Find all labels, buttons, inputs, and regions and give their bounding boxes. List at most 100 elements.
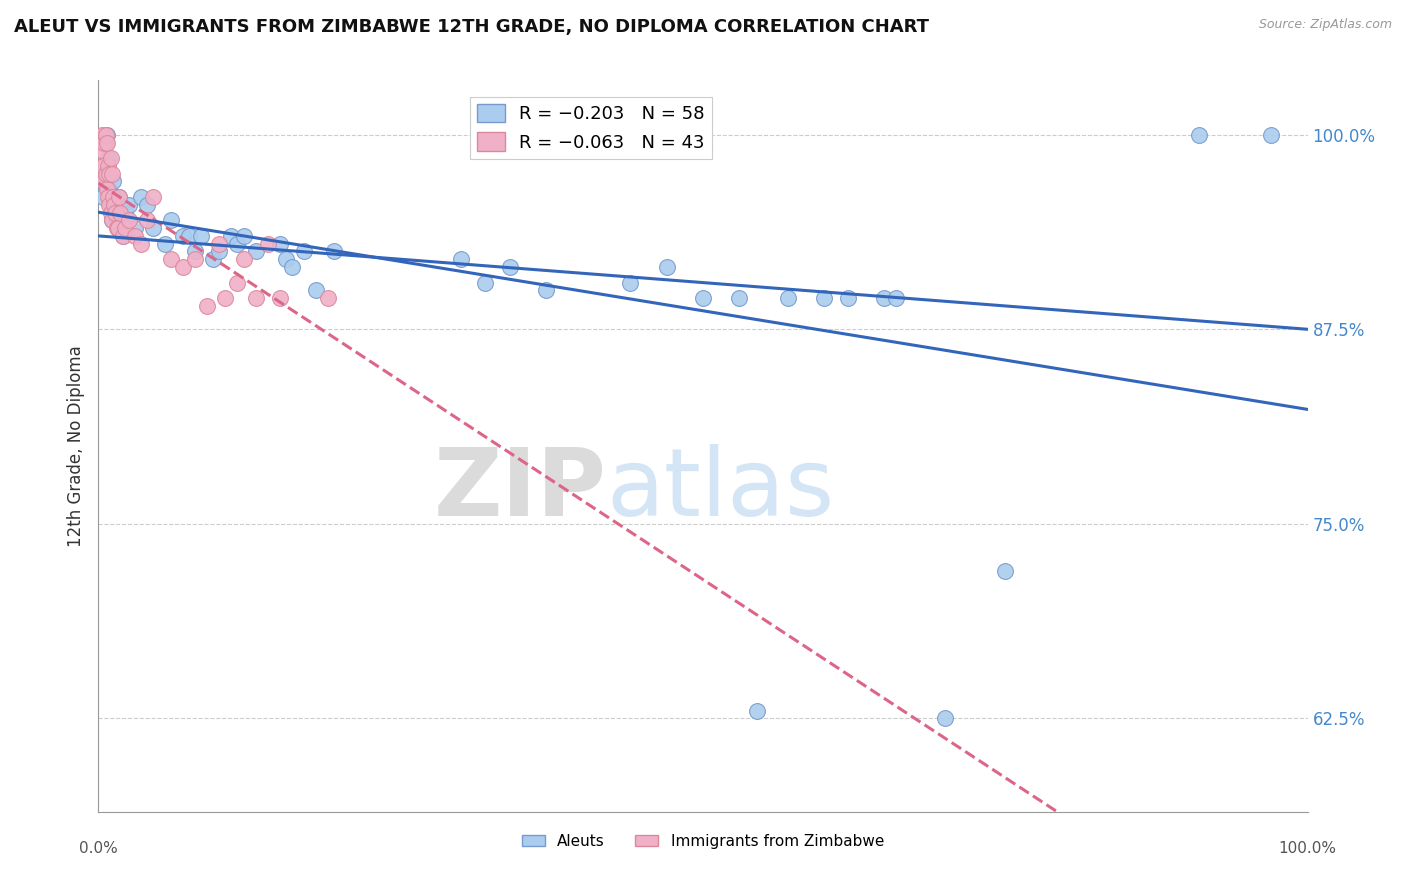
Text: 0.0%: 0.0% bbox=[79, 841, 118, 856]
Point bbox=[93, 136, 115, 150]
Point bbox=[97, 190, 120, 204]
Point bbox=[91, 128, 114, 142]
Point bbox=[114, 221, 136, 235]
Point bbox=[104, 205, 127, 219]
Point bbox=[135, 213, 157, 227]
Point bbox=[108, 190, 131, 204]
Point bbox=[105, 221, 128, 235]
Point bbox=[837, 291, 859, 305]
Text: atlas: atlas bbox=[606, 444, 835, 536]
Point bbox=[184, 252, 207, 267]
Point bbox=[214, 291, 236, 305]
Point bbox=[160, 213, 183, 227]
Point bbox=[111, 228, 134, 243]
Point bbox=[142, 221, 165, 235]
Point bbox=[118, 213, 141, 227]
Point bbox=[172, 228, 194, 243]
Point bbox=[179, 228, 201, 243]
Point bbox=[107, 221, 129, 235]
Text: 100.0%: 100.0% bbox=[1278, 841, 1337, 856]
Point bbox=[172, 260, 194, 274]
Point bbox=[208, 244, 231, 259]
Point bbox=[98, 198, 121, 212]
Point bbox=[96, 128, 118, 142]
Point bbox=[100, 213, 122, 227]
Point bbox=[91, 159, 114, 173]
Point bbox=[108, 205, 131, 219]
Point bbox=[281, 260, 304, 274]
Point bbox=[108, 190, 131, 204]
Y-axis label: 12th Grade, No Diploma: 12th Grade, No Diploma bbox=[66, 345, 84, 547]
Point bbox=[124, 221, 146, 235]
Point bbox=[90, 144, 112, 158]
Point bbox=[474, 276, 496, 290]
Point bbox=[93, 167, 115, 181]
Point bbox=[93, 174, 115, 188]
Point bbox=[269, 236, 291, 251]
Point bbox=[94, 167, 117, 181]
Text: Source: ZipAtlas.com: Source: ZipAtlas.com bbox=[1258, 18, 1392, 31]
Point bbox=[202, 252, 225, 267]
Point bbox=[100, 167, 122, 181]
Point bbox=[103, 198, 125, 212]
Point bbox=[190, 228, 212, 243]
Point bbox=[142, 190, 165, 204]
Point bbox=[91, 190, 114, 204]
Point bbox=[776, 291, 799, 305]
Point bbox=[96, 182, 118, 196]
Point bbox=[305, 284, 328, 298]
Point bbox=[292, 244, 315, 259]
Point bbox=[98, 182, 121, 196]
Point bbox=[114, 205, 136, 219]
Point bbox=[994, 564, 1017, 578]
Point bbox=[100, 205, 122, 219]
Point bbox=[498, 260, 520, 274]
Point bbox=[97, 159, 120, 173]
Point bbox=[97, 151, 120, 165]
Point bbox=[245, 244, 267, 259]
Point bbox=[100, 213, 122, 227]
Point bbox=[813, 291, 835, 305]
Point bbox=[160, 252, 183, 267]
Point bbox=[105, 213, 128, 227]
Point bbox=[107, 221, 129, 235]
Point bbox=[316, 291, 339, 305]
Point bbox=[256, 236, 278, 251]
Point bbox=[1260, 128, 1282, 142]
Point bbox=[232, 228, 254, 243]
Point bbox=[269, 291, 291, 305]
Point bbox=[692, 291, 714, 305]
Point bbox=[153, 236, 176, 251]
Point bbox=[94, 128, 117, 142]
Point bbox=[135, 198, 157, 212]
Point bbox=[195, 299, 218, 313]
Point bbox=[100, 151, 122, 165]
Point bbox=[226, 276, 249, 290]
Point bbox=[323, 244, 346, 259]
Legend: Aleuts, Immigrants from Zimbabwe: Aleuts, Immigrants from Zimbabwe bbox=[516, 828, 890, 855]
Point bbox=[208, 236, 231, 251]
Point bbox=[534, 284, 557, 298]
Point bbox=[124, 228, 146, 243]
Point bbox=[245, 291, 267, 305]
Point bbox=[101, 190, 124, 204]
Point bbox=[1188, 128, 1211, 142]
Point bbox=[129, 236, 152, 251]
Point bbox=[221, 228, 243, 243]
Text: ZIP: ZIP bbox=[433, 444, 606, 536]
Point bbox=[232, 252, 254, 267]
Point bbox=[94, 136, 117, 150]
Point bbox=[98, 167, 121, 181]
Point bbox=[100, 198, 122, 212]
Point bbox=[96, 136, 118, 150]
Point bbox=[91, 174, 114, 188]
Point bbox=[129, 190, 152, 204]
Point bbox=[619, 276, 641, 290]
Point bbox=[886, 291, 908, 305]
Point bbox=[184, 244, 207, 259]
Point bbox=[108, 205, 131, 219]
Point bbox=[111, 228, 134, 243]
Point bbox=[873, 291, 896, 305]
Point bbox=[450, 252, 472, 267]
Point bbox=[101, 174, 124, 188]
